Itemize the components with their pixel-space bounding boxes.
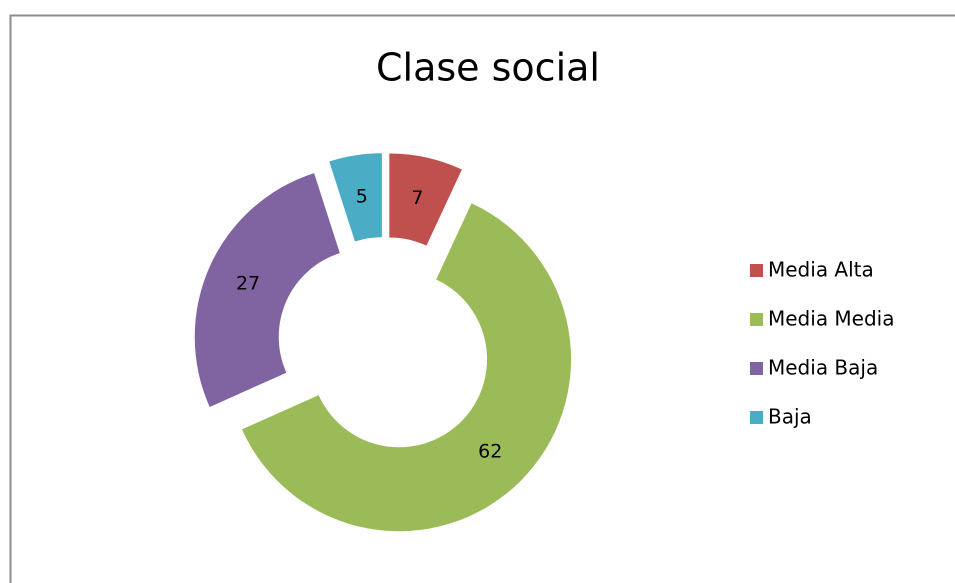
donut-slice [329,153,382,242]
legend-swatch [750,313,763,326]
legend-label: Media Alta [768,258,874,282]
legend-swatch [750,362,763,375]
donut-slice [241,203,572,532]
legend-swatch [750,264,763,277]
donut-slice [194,173,340,407]
legend-label: Media Baja [768,356,878,380]
legend-label: Baja [768,405,812,429]
legend-label: Media Media [768,307,895,331]
data-label: 5 [356,185,368,207]
chart-title: Clase social [376,46,600,90]
donut-slice [389,153,462,246]
data-label: 7 [411,187,423,209]
data-label: 62 [478,440,502,462]
legend-swatch [750,411,763,424]
data-label: 27 [236,272,260,294]
